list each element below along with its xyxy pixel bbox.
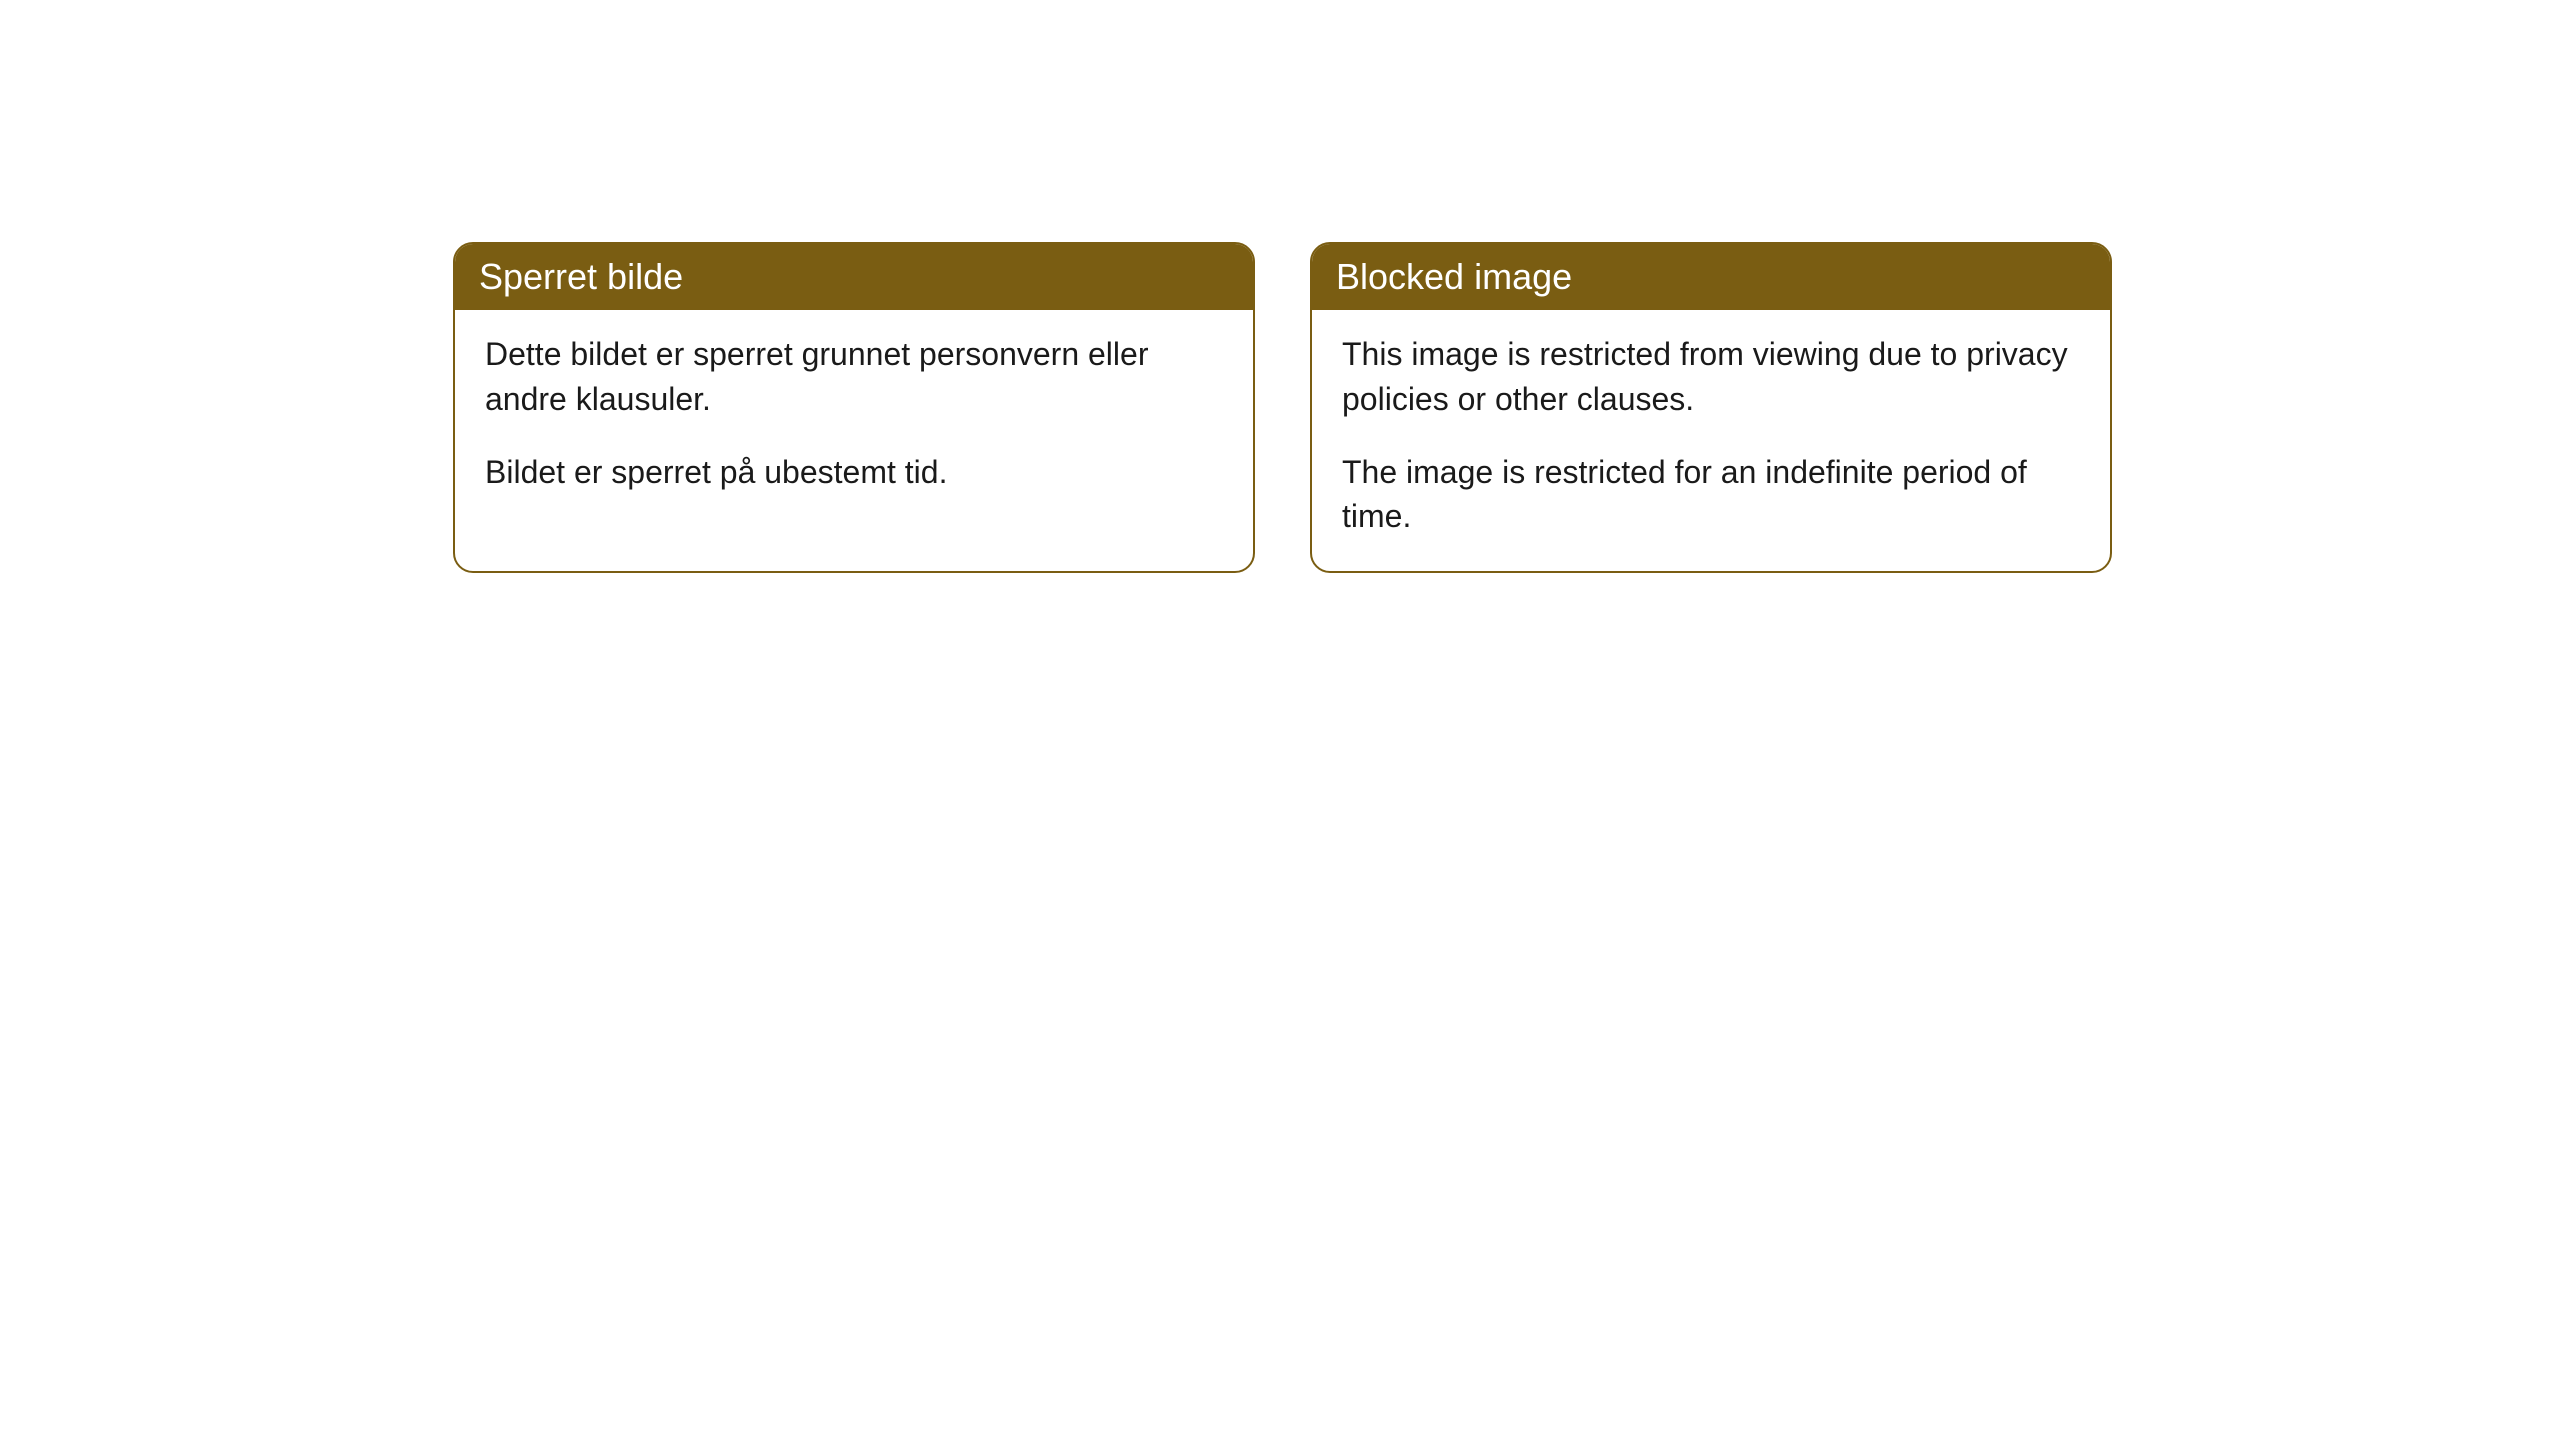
- card-paragraph-1-english: This image is restricted from viewing du…: [1342, 332, 2080, 422]
- blocked-image-card-norwegian: Sperret bilde Dette bildet er sperret gr…: [453, 242, 1255, 573]
- card-paragraph-2-norwegian: Bildet er sperret på ubestemt tid.: [485, 450, 1223, 495]
- card-paragraph-2-english: The image is restricted for an indefinit…: [1342, 450, 2080, 540]
- card-paragraph-1-norwegian: Dette bildet er sperret grunnet personve…: [485, 332, 1223, 422]
- card-body-english: This image is restricted from viewing du…: [1312, 310, 2110, 571]
- card-body-norwegian: Dette bildet er sperret grunnet personve…: [455, 310, 1253, 526]
- card-header-norwegian: Sperret bilde: [455, 244, 1253, 310]
- blocked-image-card-english: Blocked image This image is restricted f…: [1310, 242, 2112, 573]
- cards-container: Sperret bilde Dette bildet er sperret gr…: [0, 0, 2560, 573]
- card-header-english: Blocked image: [1312, 244, 2110, 310]
